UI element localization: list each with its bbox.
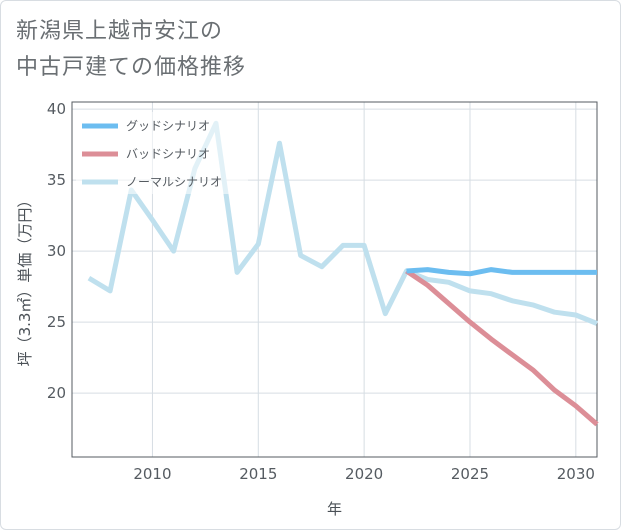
x-tick-label: 2025 <box>451 465 489 483</box>
legend-label-0: グッドシナリオ <box>126 119 210 133</box>
grid <box>72 102 597 457</box>
axes <box>71 101 598 458</box>
chart-title: 新潟県上越市安江の 中古戸建ての価格推移 <box>16 14 246 86</box>
chart-title-line-1: 新潟県上越市安江の <box>16 19 224 44</box>
y-tick-label: 35 <box>47 171 66 189</box>
x-tick-label: 2030 <box>557 465 595 483</box>
y-tick-label: 20 <box>47 384 66 402</box>
plot-border <box>71 101 598 458</box>
x-tick-label: 2010 <box>133 465 171 483</box>
legend-label-1: バッドシナリオ <box>126 147 210 161</box>
series-line-0 <box>406 267 597 277</box>
series-line-1 <box>405 268 599 427</box>
series-lines <box>87 120 599 427</box>
series-line-2 <box>87 120 598 326</box>
y-tick-label: 30 <box>47 242 66 260</box>
chart-title-line-2: 中古戸建ての価格推移 <box>16 55 247 80</box>
legend-label-2: ノーマルシナリオ <box>126 175 222 189</box>
x-tick-label: 2020 <box>345 465 383 483</box>
x-tick-label: 2015 <box>239 465 277 483</box>
y-axis-label: 坪（3.3㎡）単価（万円） <box>16 193 34 367</box>
x-axis-label: 年 <box>327 500 342 518</box>
y-tick-label: 40 <box>47 100 66 118</box>
y-tick-label: 25 <box>47 313 66 331</box>
